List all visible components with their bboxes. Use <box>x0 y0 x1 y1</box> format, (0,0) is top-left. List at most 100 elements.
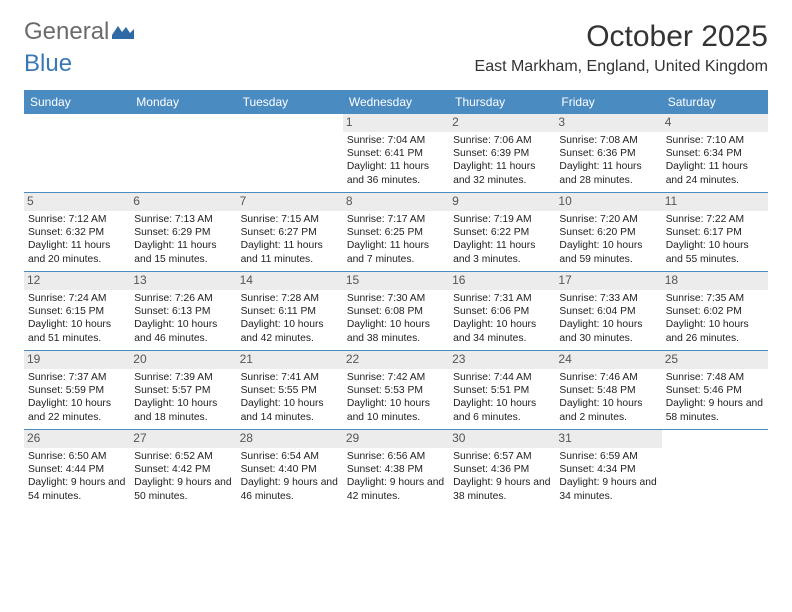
daylight-text: Daylight: 10 hours and 46 minutes. <box>134 318 232 345</box>
calendar-day: 9Sunrise: 7:19 AMSunset: 6:22 PMDaylight… <box>449 193 555 271</box>
sunrise-text: Sunrise: 7:28 AM <box>241 292 339 305</box>
sunrise-text: Sunrise: 7:04 AM <box>347 134 445 147</box>
logo-word1: General <box>24 18 109 45</box>
calendar-week: 5Sunrise: 7:12 AMSunset: 6:32 PMDaylight… <box>24 192 768 271</box>
weekday-header: Sunday <box>24 90 130 114</box>
sunrise-text: Sunrise: 7:26 AM <box>134 292 232 305</box>
calendar-day: 7Sunrise: 7:15 AMSunset: 6:27 PMDaylight… <box>237 193 343 271</box>
calendar-day: 5Sunrise: 7:12 AMSunset: 6:32 PMDaylight… <box>24 193 130 271</box>
header: General Blue October 2025 East Markham, … <box>0 0 792 82</box>
calendar-day: 14 Sunrise: 7:28 AMSunset: 6:11 PMDayligh… <box>237 272 343 350</box>
sunset-text: Sunset: 6:02 PM <box>666 305 764 318</box>
sunrise-text: Sunrise: 7:31 AM <box>453 292 551 305</box>
day-number: 13 <box>130 272 236 290</box>
calendar-day <box>130 114 236 192</box>
daylight-text: Daylight: 10 hours and 18 minutes. <box>134 397 232 424</box>
day-number: 24 <box>555 351 661 369</box>
calendar-day: 30Sunrise: 6:57 AMSunset: 4:36 PMDayligh… <box>449 430 555 508</box>
day-number: 20 <box>130 351 236 369</box>
day-number: 15 <box>343 272 449 290</box>
sunrise-text: Sunrise: 6:57 AM <box>453 450 551 463</box>
sunrise-text: Sunrise: 7:12 AM <box>28 213 126 226</box>
sunrise-text: Sunrise: 6:52 AM <box>134 450 232 463</box>
sunrise-text: Sunrise: 7:06 AM <box>453 134 551 147</box>
calendar-day: 15Sunrise: 7:30 AMSunset: 6:08 PMDayligh… <box>343 272 449 350</box>
calendar-day: 28Sunrise: 6:54 AMSunset: 4:40 PMDayligh… <box>237 430 343 508</box>
sunset-text: Sunset: 6:25 PM <box>347 226 445 239</box>
calendar-day: 23Sunrise: 7:44 AMSunset: 5:51 PMDayligh… <box>449 351 555 429</box>
daylight-text: Daylight: 9 hours and 50 minutes. <box>134 476 232 503</box>
daylight-text: Daylight: 10 hours and 2 minutes. <box>559 397 657 424</box>
calendar-day: 11Sunrise: 7:22 AMSunset: 6:17 PMDayligh… <box>662 193 768 271</box>
weekday-header: Friday <box>555 90 661 114</box>
daylight-text: Daylight: 10 hours and 38 minutes. <box>347 318 445 345</box>
day-number: 14 <box>237 272 343 290</box>
calendar-day: 18Sunrise: 7:35 AMSunset: 6:02 PMDayligh… <box>662 272 768 350</box>
daylight-text: Daylight: 10 hours and 55 minutes. <box>666 239 764 266</box>
day-number: 1 <box>343 114 449 132</box>
calendar-day: 29Sunrise: 6:56 AMSunset: 4:38 PMDayligh… <box>343 430 449 508</box>
sunrise-text: Sunrise: 7:08 AM <box>559 134 657 147</box>
day-number: 25 <box>662 351 768 369</box>
day-number: 16 <box>449 272 555 290</box>
calendar-day: 19Sunrise: 7:37 AMSunset: 5:59 PMDayligh… <box>24 351 130 429</box>
day-number: 19 <box>24 351 130 369</box>
daylight-text: Daylight: 11 hours and 15 minutes. <box>134 239 232 266</box>
day-number: 28 <box>237 430 343 448</box>
weekday-header: Wednesday <box>343 90 449 114</box>
calendar: SundayMondayTuesdayWednesdayThursdayFrid… <box>24 90 768 508</box>
sunrise-text: Sunrise: 7:48 AM <box>666 371 764 384</box>
sunset-text: Sunset: 4:34 PM <box>559 463 657 476</box>
daylight-text: Daylight: 11 hours and 7 minutes. <box>347 239 445 266</box>
sunset-text: Sunset: 6:11 PM <box>241 305 339 318</box>
page-title: October 2025 <box>475 20 768 54</box>
sunset-text: Sunset: 5:55 PM <box>241 384 339 397</box>
daylight-text: Daylight: 9 hours and 38 minutes. <box>453 476 551 503</box>
calendar-day: 6Sunrise: 7:13 AMSunset: 6:29 PMDaylight… <box>130 193 236 271</box>
calendar-week: 26Sunrise: 6:50 AMSunset: 4:44 PMDayligh… <box>24 429 768 508</box>
calendar-day: 10Sunrise: 7:20 AMSunset: 6:20 PMDayligh… <box>555 193 661 271</box>
sunset-text: Sunset: 5:53 PM <box>347 384 445 397</box>
daylight-text: Daylight: 11 hours and 28 minutes. <box>559 160 657 187</box>
sunset-text: Sunset: 4:44 PM <box>28 463 126 476</box>
title-block: October 2025 East Markham, England, Unit… <box>475 20 768 76</box>
day-number: 6 <box>130 193 236 211</box>
daylight-text: Daylight: 10 hours and 30 minutes. <box>559 318 657 345</box>
sunrise-text: Sunrise: 7:30 AM <box>347 292 445 305</box>
daylight-text: Daylight: 10 hours and 22 minutes. <box>28 397 126 424</box>
sunrise-text: Sunrise: 6:59 AM <box>559 450 657 463</box>
calendar-day: 13Sunrise: 7:26 AMSunset: 6:13 PMDayligh… <box>130 272 236 350</box>
sunrise-text: Sunrise: 6:50 AM <box>28 450 126 463</box>
weekday-header: Monday <box>130 90 236 114</box>
sunrise-text: Sunrise: 7:24 AM <box>28 292 126 305</box>
calendar-day: 26Sunrise: 6:50 AMSunset: 4:44 PMDayligh… <box>24 430 130 508</box>
calendar-day: 2Sunrise: 7:06 AMSunset: 6:39 PMDaylight… <box>449 114 555 192</box>
calendar-day: 3Sunrise: 7:08 AMSunset: 6:36 PMDaylight… <box>555 114 661 192</box>
sunset-text: Sunset: 6:39 PM <box>453 147 551 160</box>
sunset-text: Sunset: 6:20 PM <box>559 226 657 239</box>
calendar-day <box>662 430 768 508</box>
sunrise-text: Sunrise: 6:56 AM <box>347 450 445 463</box>
day-number: 21 <box>237 351 343 369</box>
sunset-text: Sunset: 5:51 PM <box>453 384 551 397</box>
day-number: 18 <box>662 272 768 290</box>
sunrise-text: Sunrise: 7:10 AM <box>666 134 764 147</box>
sunrise-text: Sunrise: 7:39 AM <box>134 371 232 384</box>
sunrise-text: Sunrise: 7:15 AM <box>241 213 339 226</box>
sunrise-text: Sunrise: 7:17 AM <box>347 213 445 226</box>
sunrise-text: Sunrise: 7:20 AM <box>559 213 657 226</box>
day-number: 30 <box>449 430 555 448</box>
day-number: 23 <box>449 351 555 369</box>
day-number: 11 <box>662 193 768 211</box>
calendar-day: 24Sunrise: 7:46 AMSunset: 5:48 PMDayligh… <box>555 351 661 429</box>
daylight-text: Daylight: 10 hours and 42 minutes. <box>241 318 339 345</box>
sunset-text: Sunset: 6:27 PM <box>241 226 339 239</box>
daylight-text: Daylight: 10 hours and 14 minutes. <box>241 397 339 424</box>
calendar-day: 4Sunrise: 7:10 AMSunset: 6:34 PMDaylight… <box>662 114 768 192</box>
sunset-text: Sunset: 5:46 PM <box>666 384 764 397</box>
sunrise-text: Sunrise: 7:44 AM <box>453 371 551 384</box>
day-number: 7 <box>237 193 343 211</box>
calendar-day: 25Sunrise: 7:48 AMSunset: 5:46 PMDayligh… <box>662 351 768 429</box>
day-number: 3 <box>555 114 661 132</box>
weekday-header: Saturday <box>662 90 768 114</box>
